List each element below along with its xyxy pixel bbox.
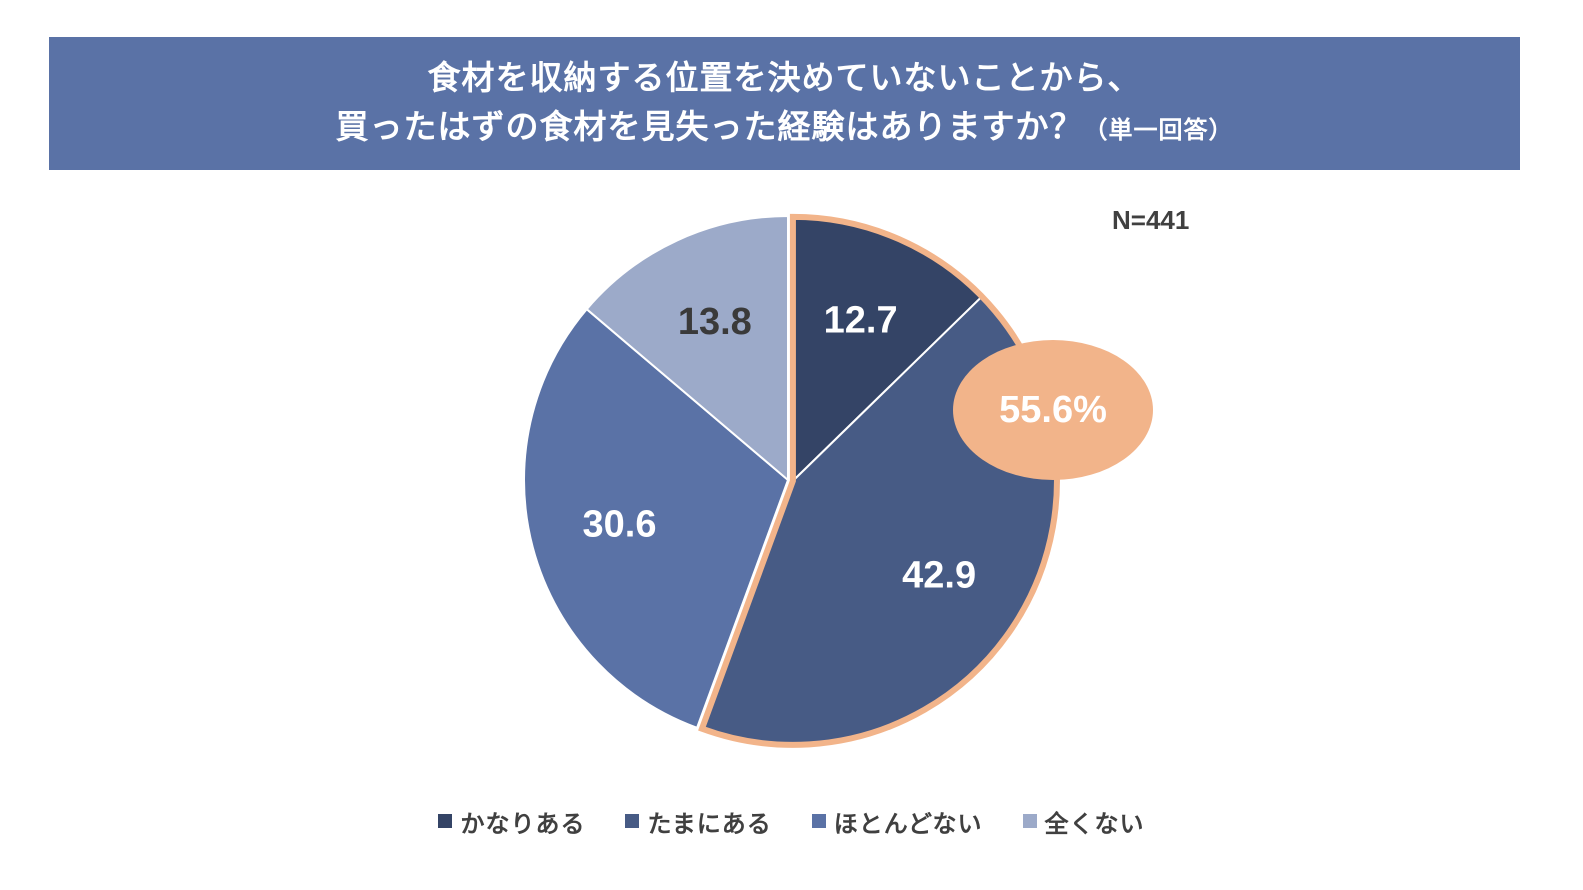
legend-swatch [811,814,826,828]
slice-value-label: 42.9 [902,555,976,597]
legend-label: ほとんどない [833,809,983,838]
slice-value-label: 12.7 [824,299,898,341]
highlight-callout-label: 55.6% [999,389,1107,431]
legend-label: 全くない [1044,809,1145,838]
sample-size-label: N=441 [1112,205,1190,235]
legend-item: かなりある [438,804,585,839]
chart-title-line2: 買ったはずの食材を見失った経験はありますか？（単一回答） [336,102,1234,155]
slice-value-label: 30.6 [583,503,657,545]
chart-title-line1: 食材を収納する位置を決めていないことから、 [427,57,1142,97]
slice-value-label: 13.8 [678,301,752,343]
legend-item: たまにある [625,804,771,839]
chart-legend: かなりある たまにある ほとんどない 全くない [0,803,1583,839]
pie-slice-3 [523,307,790,730]
highlight-callout-bubble [953,340,1153,480]
title-banner: 食材を収納する位置を決めていないことから、 買ったはずの食材を見失った経験はあり… [49,37,1520,170]
legend-item: 全くない [1022,804,1145,839]
legend-label: かなりある [460,809,586,838]
legend-swatch [438,814,453,828]
legend-item: ほとんどない [811,804,983,839]
legend-swatch [625,814,640,828]
chart-title-question: 買ったはずの食材を見失った経験はありますか？ [335,106,1084,146]
chart-title-suffix: （単一回答） [1083,115,1234,144]
pie-slice-4 [585,214,789,483]
highlight-outline [698,213,1060,748]
legend-label: たまにある [647,809,772,838]
legend-swatch [1022,814,1037,828]
